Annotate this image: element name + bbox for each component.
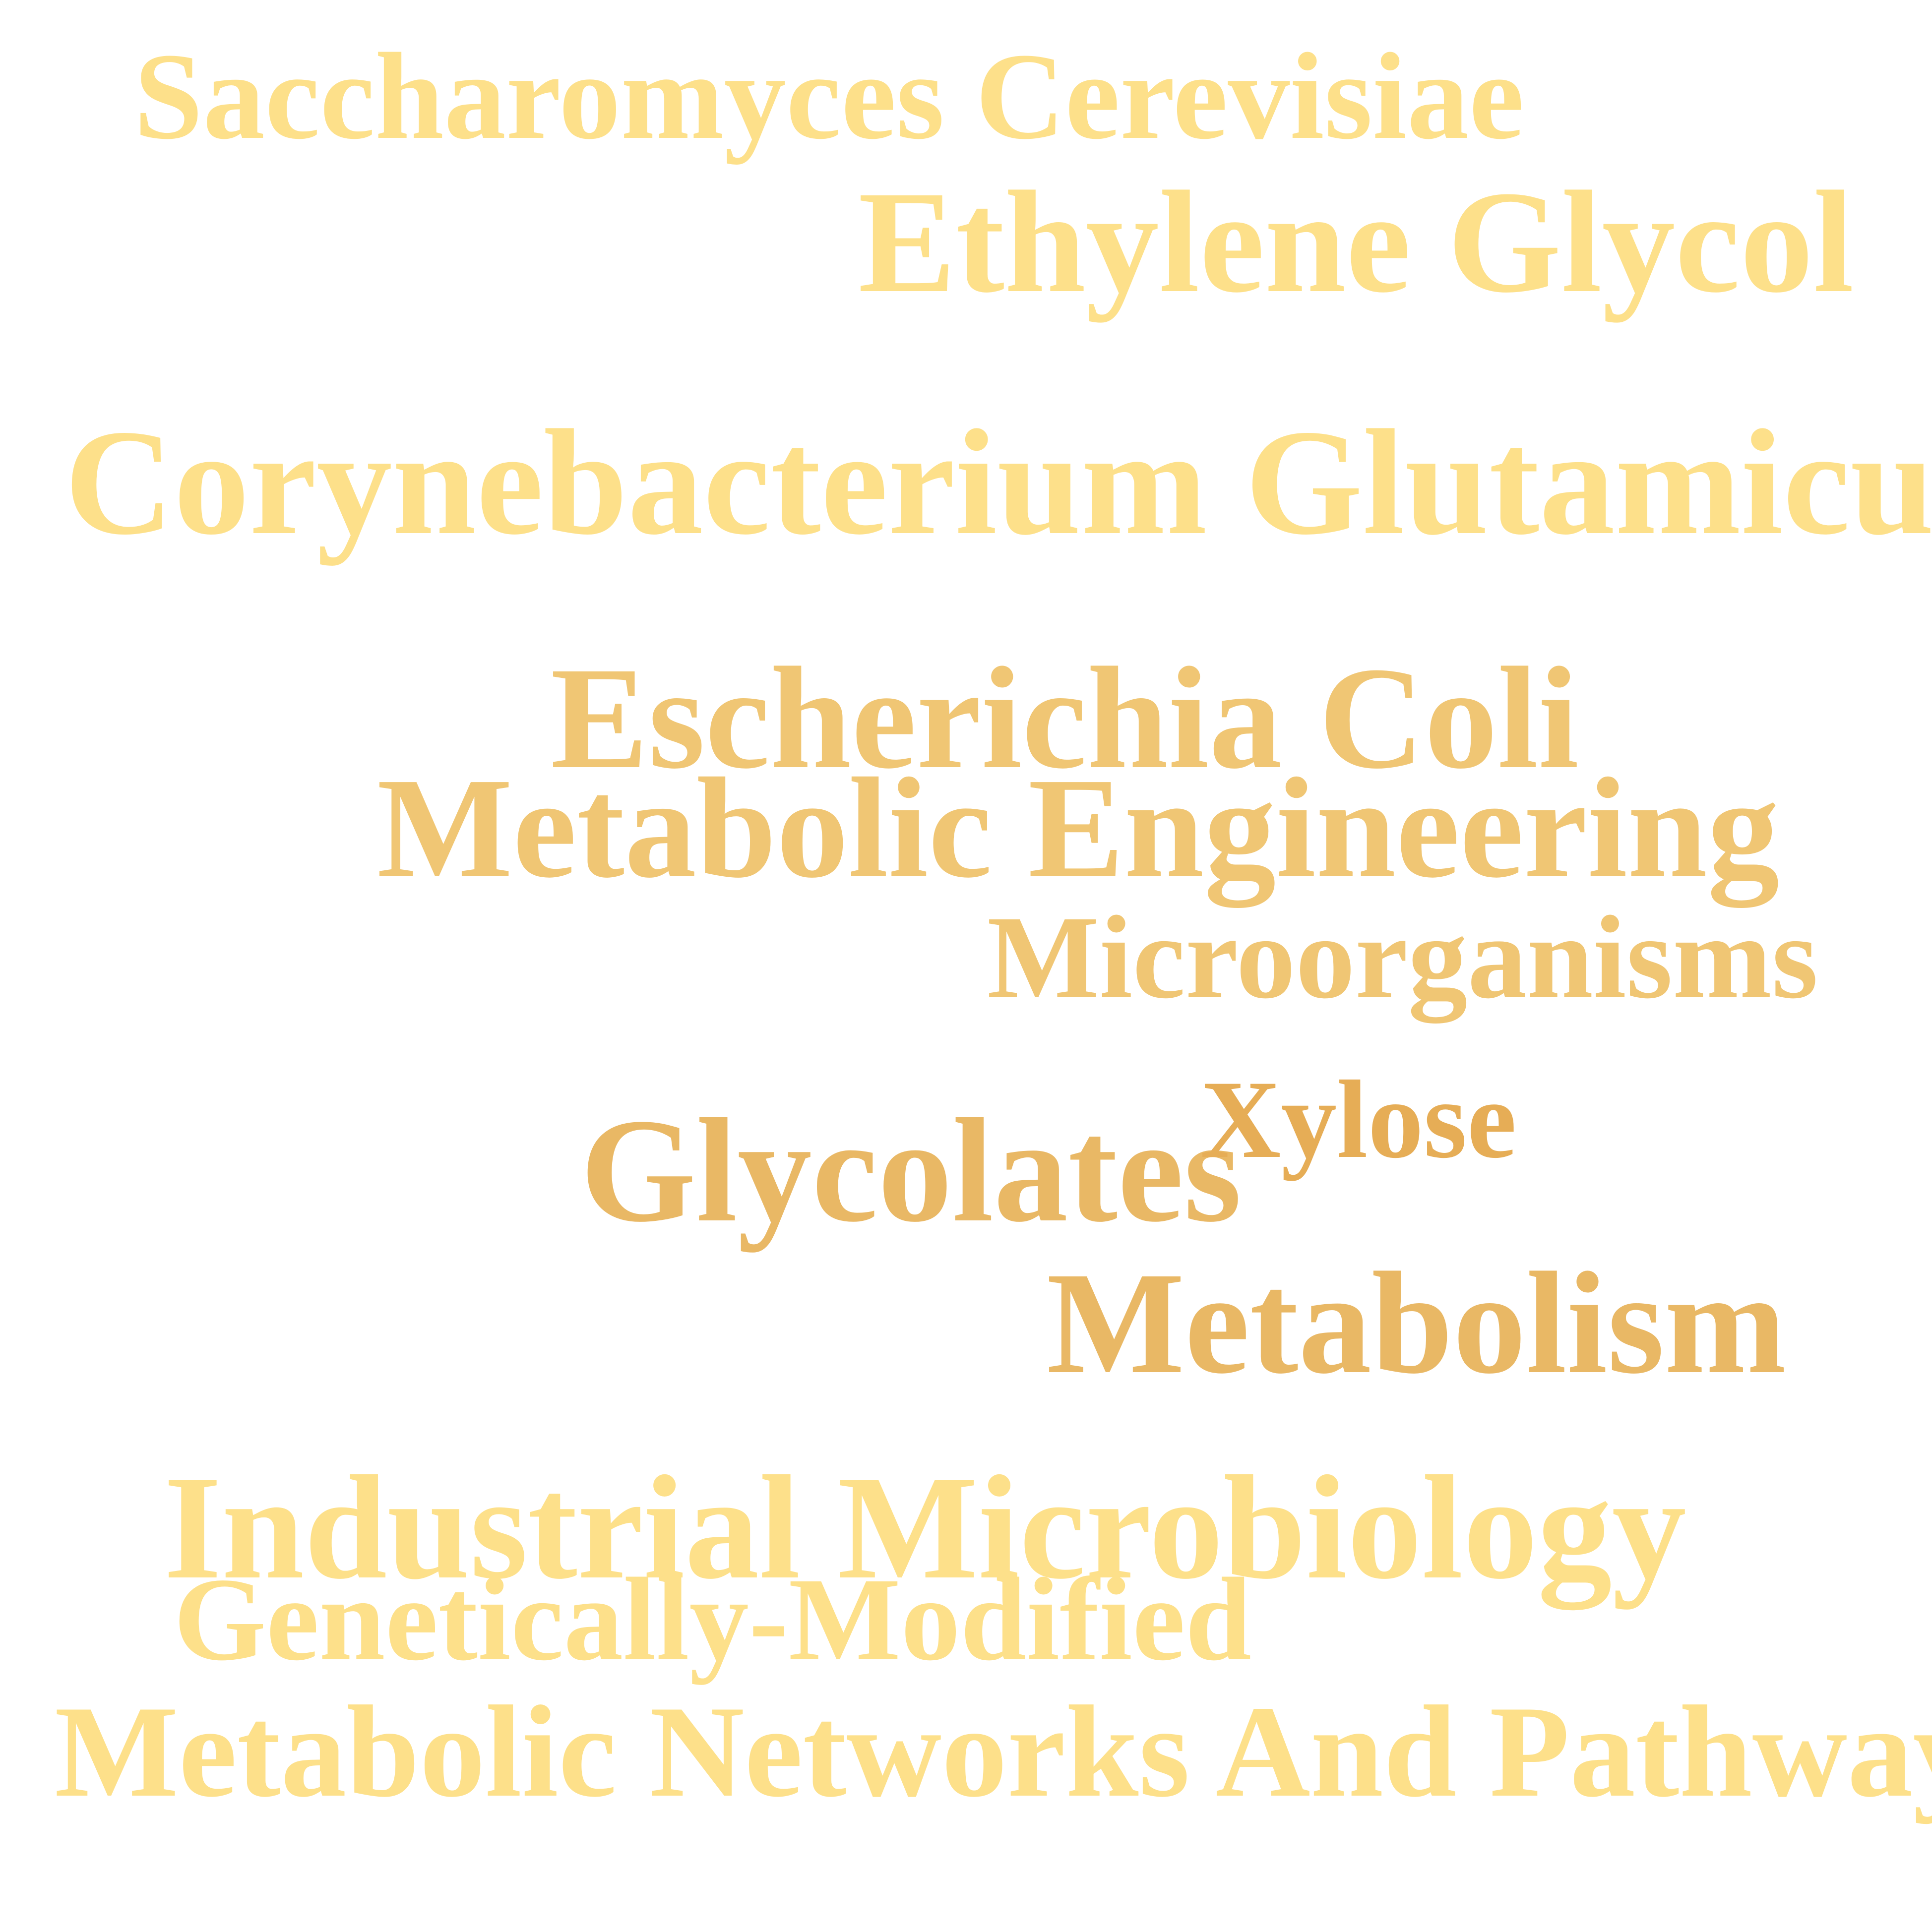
- word-metabolic-engineering: Metabolic Engineering: [377, 748, 1780, 907]
- word-metabolic-networks-and-pathways: Metabolic Networks And Pathways: [55, 1679, 1932, 1824]
- word-industrial-microbiology: Industrial Microbiology: [164, 1445, 1686, 1610]
- word-saccharomyces-cerevisiae: Saccharomyces Cerevisiae: [134, 28, 1524, 165]
- word-xylose: Xylose: [1200, 1057, 1517, 1181]
- word-glycolates: Glycolates: [580, 1088, 1242, 1253]
- word-metabolism: Metabolism: [1047, 1242, 1787, 1404]
- word-escherichia-coli: Escherichia Coli: [551, 637, 1579, 799]
- word-corynebacterium-glutamicum: Corynebacterium Glutamicum: [64, 398, 1932, 566]
- word-ethylene-glycol: Ethylene Glycol: [858, 161, 1854, 323]
- word-genetically-modified: Genetically-Modified: [174, 1553, 1251, 1685]
- word-microorganisms: Microorganisms: [987, 891, 1818, 1023]
